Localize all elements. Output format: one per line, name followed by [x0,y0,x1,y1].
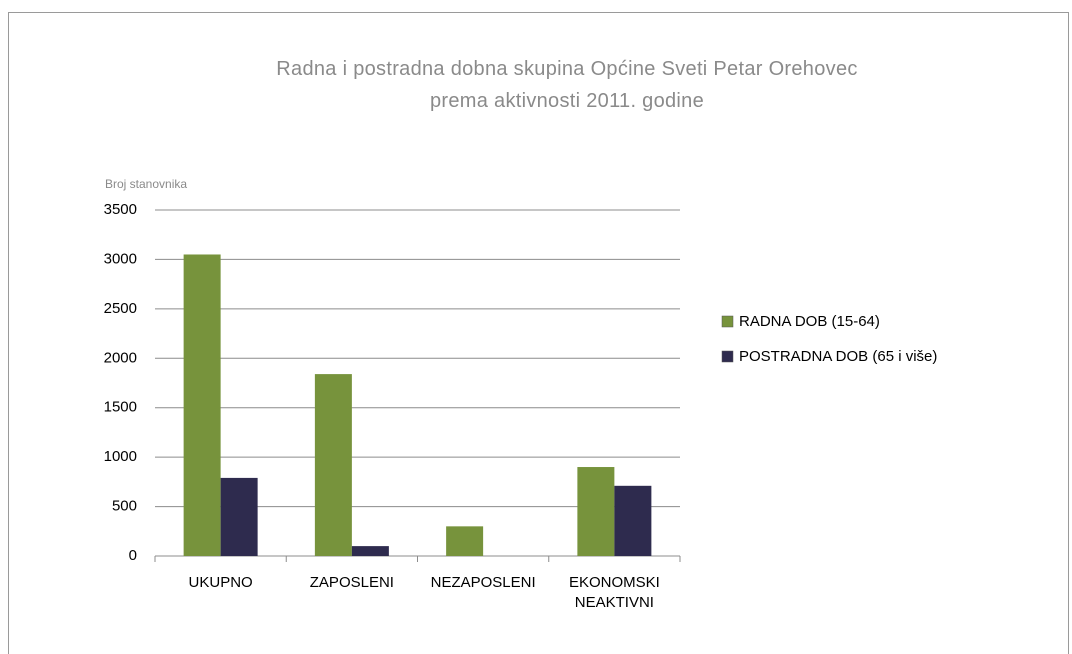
y-axis-label: Broj stanovnika [105,177,187,191]
chart-title: Radna i postradna dobna skupina Općine S… [276,58,858,112]
legend-swatch [721,350,734,363]
y-tick-label: 3500 [104,201,137,218]
bar [183,254,221,556]
bar [577,467,615,556]
y-tick-label: 1500 [104,399,137,416]
bar [220,477,258,556]
bar [351,546,389,556]
x-tick-label: UKUPNO [188,574,253,591]
y-tick-label: 3000 [104,250,137,267]
x-tick-label: EKONOMSKI NEAKTIVNI [568,574,660,611]
y-tick-label: 1000 [104,448,137,465]
y-tick-label: 2000 [104,349,137,366]
y-tick-label: 500 [112,498,137,515]
bar [446,526,484,556]
bar [314,374,352,556]
legend-swatch [721,315,734,328]
legend-label: RADNA DOB (15-64) [739,313,880,330]
legend-label: POSTRADNA DOB (65 i više) [739,348,937,365]
bar [614,485,652,556]
x-tick-label: ZAPOSLENI [309,574,394,591]
y-tick-label: 2500 [104,300,137,317]
y-tick-label: 0 [129,547,137,564]
x-tick-label: NEZAPOSLENI [430,574,536,591]
